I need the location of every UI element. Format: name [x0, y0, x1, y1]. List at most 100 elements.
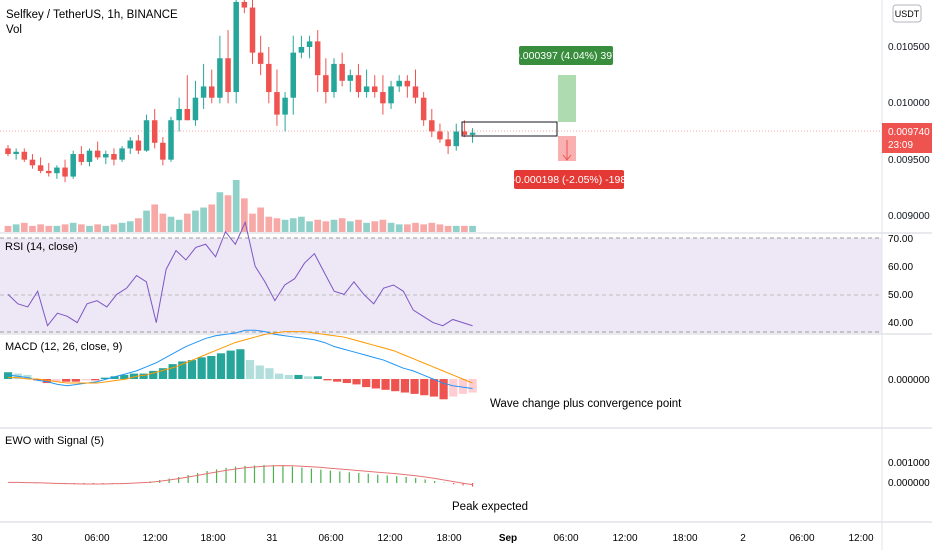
volume-bar	[232, 180, 240, 232]
macd-tick: 0.000000	[888, 375, 930, 386]
macd-layer	[4, 329, 477, 400]
candle-body	[437, 131, 443, 140]
candle-body	[13, 151, 19, 155]
volume-bar	[110, 224, 118, 232]
candle-body	[420, 97, 427, 121]
candle-body	[200, 86, 207, 98]
candle-body	[429, 120, 435, 132]
candle-body	[282, 97, 288, 115]
time-label: 30	[31, 533, 43, 544]
volume-bar	[126, 221, 134, 232]
candle-body	[469, 132, 476, 135]
candle-body	[21, 151, 28, 160]
macd-histogram-bar	[449, 379, 458, 397]
time-label: 12:00	[848, 533, 873, 544]
volume-bar	[322, 221, 330, 232]
macd-histogram-bar	[468, 379, 477, 393]
candle-body	[103, 154, 109, 158]
macd-histogram-bar	[265, 368, 274, 379]
volume-bar	[444, 225, 452, 232]
macd-histogram-bar	[139, 373, 148, 379]
macd-signal-line	[8, 331, 473, 384]
volume-bar	[118, 222, 126, 232]
macd-histogram-bar	[52, 379, 61, 382]
macd-histogram-bar	[71, 379, 80, 382]
candle-body	[314, 41, 321, 76]
macd-histogram-bar	[439, 379, 448, 400]
volume-bar	[29, 225, 36, 232]
rsi-tick: 50.00	[888, 290, 913, 301]
time-label: 06:00	[84, 533, 109, 544]
volume-bar	[192, 210, 199, 232]
time-label: 06:00	[318, 533, 343, 544]
loss-label-box	[514, 170, 624, 189]
ewo-tick: 0.000000	[888, 478, 930, 489]
time-label: 18:00	[200, 533, 225, 544]
volume-bar	[53, 225, 61, 232]
candle-body	[217, 58, 223, 98]
time-label: 18:00	[672, 533, 697, 544]
macd-histogram-bar	[100, 377, 109, 379]
currency-button[interactable]	[892, 4, 922, 23]
candle-body	[225, 58, 231, 93]
candle-body	[355, 75, 362, 93]
rsi-tick: 40.00	[888, 318, 913, 329]
volume-bar	[452, 225, 460, 232]
countdown: 23:09	[888, 140, 913, 151]
profit-zone[interactable]	[558, 75, 576, 122]
candle-body	[86, 150, 93, 162]
candle-body	[135, 140, 142, 151]
volume-bar	[371, 221, 379, 232]
macd-histogram-bar	[33, 379, 42, 381]
candle-body	[266, 63, 272, 93]
rsi-title[interactable]: RSI (14, close)	[5, 241, 78, 253]
macd-histogram-bar	[245, 360, 255, 379]
volume-bar	[436, 224, 444, 232]
rsi-tick: 70.00	[888, 234, 913, 245]
macd-histogram-bar	[207, 356, 216, 379]
macd-histogram-bar	[420, 379, 429, 396]
volume-bar	[338, 218, 346, 232]
macd-histogram-bar	[226, 350, 235, 379]
volume-bar	[37, 224, 44, 232]
candle-body	[453, 131, 459, 147]
volume-bar	[86, 225, 93, 232]
price-tick: 0.010500	[888, 42, 930, 53]
candle-body	[380, 92, 386, 104]
candle-body	[209, 86, 215, 98]
entry-box[interactable]	[461, 121, 558, 137]
macd-histogram-bar	[342, 379, 351, 384]
candle-body	[160, 142, 166, 160]
candle-body	[388, 86, 394, 104]
candle-body	[94, 150, 101, 158]
loss-label: -0.000198 (-2.05%) -198	[512, 174, 627, 186]
volume-bar	[461, 225, 468, 232]
candle-body	[5, 148, 11, 155]
symbol-title[interactable]: Selfkey / TetherUS, 1h, BINANCE	[6, 9, 178, 21]
candle-body	[54, 167, 60, 174]
candle-body	[184, 108, 191, 121]
candle-body	[46, 170, 52, 174]
volume-bar	[45, 225, 53, 232]
volume-label[interactable]: Vol	[6, 24, 22, 36]
volume-bar	[355, 219, 362, 232]
macd-histogram-bar	[216, 353, 226, 379]
current-price-badge	[882, 123, 932, 153]
macd-histogram-bar	[255, 365, 264, 379]
macd-histogram-bar	[323, 379, 332, 381]
volume-bar	[404, 224, 411, 232]
candle-body	[78, 154, 85, 162]
candle-body	[111, 154, 117, 160]
candle-body	[62, 167, 68, 177]
volume-bar	[175, 219, 183, 232]
candle-body	[396, 80, 402, 87]
candle-body	[233, 1, 239, 93]
macd-title[interactable]: MACD (12, 26, close, 9)	[5, 341, 122, 353]
price-tick: 0.009000	[888, 211, 930, 222]
ewo-title[interactable]: EWO with Signal (5)	[5, 435, 104, 447]
time-label: Sep	[499, 533, 517, 544]
loss-arrow-head	[562, 154, 572, 161]
candle-body	[37, 165, 44, 171]
candle-body	[298, 47, 305, 53]
candle-body	[331, 63, 337, 93]
